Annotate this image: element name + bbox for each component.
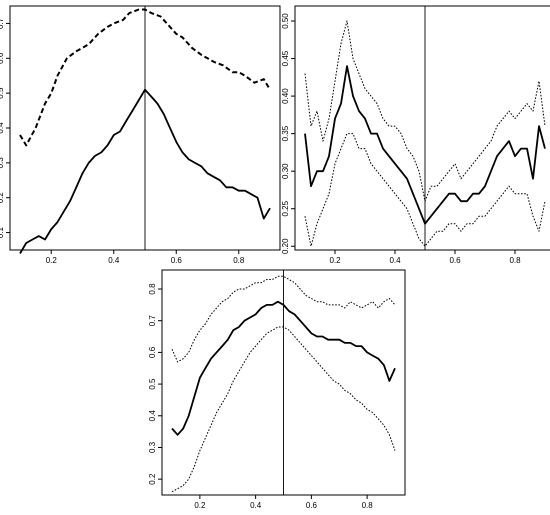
x-tick-label: 0.4 — [250, 501, 262, 510]
chart-panel-1: 0.2 0.4 0.6 0.8 0.1 0.2 0.3 0.4 0.5 0.6 0.7 — [0, 5, 281, 265]
y-tick-label: 0.25 — [281, 200, 290, 216]
chart-panel-2: 0.2 0.4 0.6 0.8 0.20 0.25 0.30 0.35 0.40 0.45 0.50 — [281, 5, 550, 265]
x-tick-label: 0.6 — [449, 256, 461, 265]
series-line-solid — [304, 65, 546, 225]
x-tick-label: 0.8 — [233, 256, 245, 265]
y-tick-label: 0.2 — [148, 473, 157, 485]
y-tick-label: 0.8 — [148, 283, 157, 295]
y-tick-label: 0.5 — [148, 378, 157, 390]
y-tick-label: 0.4 — [0, 122, 5, 134]
x-tick-label: 0.6 — [171, 256, 183, 265]
y-tick-label: 0.5 — [0, 87, 5, 99]
x-tick-label: 0.4 — [108, 256, 120, 265]
series-line-dashed — [19, 8, 271, 147]
x-tick-label: 0.4 — [389, 256, 401, 265]
y-tick-label: 0.20 — [281, 238, 290, 254]
y-tick-label: 0.6 — [0, 52, 5, 64]
y-tick-label: 0.3 — [0, 157, 5, 169]
y-tick-label: 0.40 — [281, 88, 290, 104]
x-tick-label: 0.8 — [362, 501, 374, 510]
y-tick-label: 0.45 — [281, 50, 290, 66]
x-tick-label: 0.2 — [329, 256, 341, 265]
y-tick-label: 0.7 — [0, 17, 5, 29]
chart-panel-3: 0.2 0.4 0.6 0.8 0.2 0.3 0.4 0.5 0.6 0.7 0.8 — [148, 269, 406, 510]
y-tick-label: 0.2 — [0, 192, 5, 204]
y-tick-label: 0.50 — [281, 13, 290, 29]
x-tick-label: 0.2 — [46, 256, 58, 265]
series-line-solid — [19, 88, 271, 254]
y-tick-label: 0.30 — [281, 163, 290, 179]
y-tick-label: 0.3 — [148, 441, 157, 453]
series-line-dotted — [304, 20, 546, 202]
y-tick-label: 0.35 — [281, 125, 290, 141]
y-tick-label: 0.7 — [148, 315, 157, 327]
series-line-dotted — [171, 326, 396, 493]
x-tick-label: 0.2 — [194, 501, 206, 510]
x-tick-label: 0.8 — [509, 256, 521, 265]
series-line-dotted — [304, 133, 546, 247]
y-tick-label: 0.4 — [148, 410, 157, 422]
y-tick-label: 0.6 — [148, 346, 157, 358]
series-line-solid — [171, 300, 396, 436]
y-tick-label: 0.1 — [0, 226, 5, 238]
x-tick-label: 0.6 — [306, 501, 318, 510]
